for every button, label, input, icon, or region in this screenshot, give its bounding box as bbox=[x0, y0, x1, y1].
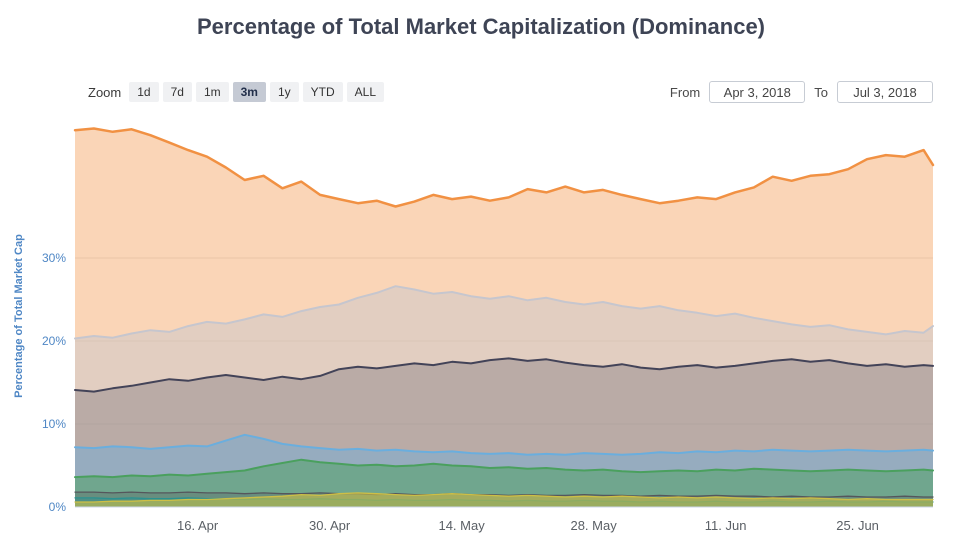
range-selector: Zoom 1d 7d 1m 3m 1y YTD ALL From To bbox=[88, 79, 933, 105]
zoom-button-1d[interactable]: 1d bbox=[129, 82, 159, 102]
y-tick-label: 20% bbox=[42, 334, 66, 348]
x-tick-label: 25. Jun bbox=[836, 518, 879, 533]
y-tick-label: 30% bbox=[42, 251, 66, 265]
y-tick-label: 0% bbox=[49, 500, 67, 514]
zoom-button-ytd[interactable]: YTD bbox=[302, 82, 343, 102]
line-bitcoin bbox=[73, 127, 935, 208]
to-label: To bbox=[814, 84, 828, 100]
line-others bbox=[74, 357, 934, 393]
zoom-button-1y[interactable]: 1y bbox=[269, 82, 299, 102]
line-bitcoin-cash bbox=[74, 458, 934, 479]
zoom-button-7d[interactable]: 7d bbox=[162, 82, 192, 102]
y-tick-label: 10% bbox=[42, 417, 66, 431]
line-ethereum bbox=[74, 285, 934, 340]
x-tick-label: 16. Apr bbox=[177, 518, 219, 533]
zoom-button-1m[interactable]: 1m bbox=[195, 82, 229, 102]
from-date-input[interactable] bbox=[709, 81, 806, 103]
page-title: Percentage of Total Market Capitalizatio… bbox=[196, 14, 766, 39]
zoom-button-all[interactable]: ALL bbox=[346, 82, 385, 102]
area-eos bbox=[75, 492, 933, 507]
line-eos bbox=[74, 492, 934, 503]
line-litecoin bbox=[74, 491, 934, 498]
zoom-label: Zoom bbox=[88, 84, 122, 100]
from-label: From bbox=[669, 84, 701, 100]
x-tick-label: 30. Apr bbox=[309, 518, 351, 533]
date-range-group: From To bbox=[661, 81, 933, 103]
y-axis-title: Percentage of Total Market Cap bbox=[13, 234, 25, 398]
area-bitcoin bbox=[75, 128, 933, 507]
zoom-button-group: Zoom 1d 7d 1m 3m 1y YTD ALL bbox=[88, 82, 388, 102]
x-tick-label: 28. May bbox=[570, 518, 617, 533]
x-tick-label: 14. May bbox=[438, 518, 485, 533]
to-date-input[interactable] bbox=[837, 81, 933, 103]
line-ripple bbox=[74, 433, 934, 456]
x-tick-label: 11. Jun bbox=[705, 518, 747, 533]
zoom-button-3m[interactable]: 3m bbox=[232, 82, 266, 102]
